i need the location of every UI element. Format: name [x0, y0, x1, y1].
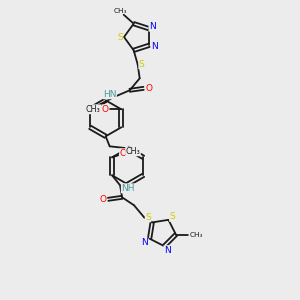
Text: N: N [151, 42, 158, 51]
Text: S: S [169, 212, 175, 221]
Text: N: N [149, 22, 156, 31]
Text: S: S [145, 213, 151, 222]
Text: O: O [145, 84, 152, 93]
Text: NH: NH [121, 184, 135, 193]
Text: CH₃: CH₃ [114, 8, 128, 14]
Text: O: O [100, 195, 106, 204]
Text: HN: HN [103, 90, 116, 99]
Text: S: S [117, 32, 123, 41]
Text: N: N [141, 238, 148, 247]
Text: CH₃: CH₃ [126, 147, 140, 156]
Text: CH₃: CH₃ [86, 105, 101, 114]
Text: S: S [139, 60, 145, 69]
Text: O: O [120, 149, 127, 158]
Text: O: O [102, 105, 109, 114]
Text: CH₃: CH₃ [189, 232, 203, 238]
Text: N: N [164, 246, 171, 255]
